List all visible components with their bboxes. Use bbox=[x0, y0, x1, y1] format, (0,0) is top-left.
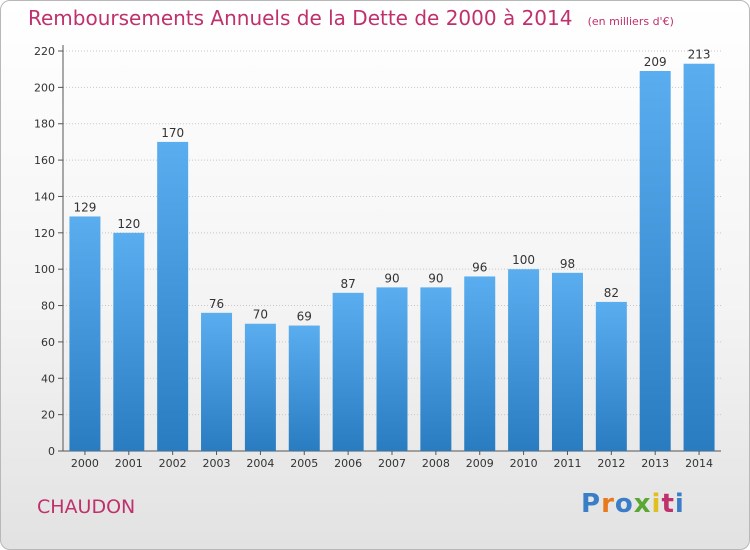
bar bbox=[376, 287, 408, 451]
bar-value-label: 76 bbox=[209, 297, 224, 311]
logo-letter: r bbox=[601, 489, 615, 519]
logo-letter: o bbox=[614, 489, 634, 519]
bar-value-label: 70 bbox=[253, 308, 268, 322]
logo-letter: t bbox=[661, 489, 675, 519]
y-tick-label: 40 bbox=[41, 372, 55, 385]
chart-title-main: Remboursements Annuels de la Dette de 20… bbox=[28, 6, 573, 30]
x-tick-label: 2008 bbox=[422, 457, 450, 470]
y-tick-label: 200 bbox=[34, 81, 55, 94]
chart-title: Remboursements Annuels de la Dette de 20… bbox=[28, 6, 674, 30]
x-tick-label: 2009 bbox=[466, 457, 494, 470]
logo-letter: i bbox=[674, 489, 685, 519]
x-tick-label: 2014 bbox=[685, 457, 713, 470]
bar-value-label: 69 bbox=[297, 310, 312, 324]
place-name: CHAUDON bbox=[37, 496, 136, 518]
bar bbox=[69, 216, 101, 451]
bar bbox=[420, 287, 452, 451]
y-tick-label: 220 bbox=[34, 45, 55, 58]
x-tick-label: 2012 bbox=[597, 457, 625, 470]
chart-unit: (en milliers d'€) bbox=[587, 15, 674, 28]
logo-letter: i bbox=[651, 489, 662, 519]
bars bbox=[69, 63, 715, 452]
bar-value-label: 96 bbox=[472, 260, 487, 274]
bar bbox=[113, 232, 145, 451]
y-tick-label: 80 bbox=[41, 300, 55, 313]
x-tick-label: 2011 bbox=[553, 457, 581, 470]
bar bbox=[332, 292, 364, 451]
bar-value-label: 90 bbox=[428, 271, 443, 285]
y-tick-label: 60 bbox=[41, 336, 55, 349]
bar bbox=[464, 276, 496, 451]
bar-value-label: 120 bbox=[117, 217, 140, 231]
bar-value-label: 100 bbox=[512, 253, 535, 267]
x-tick-label: 2000 bbox=[71, 457, 99, 470]
bar-value-label: 213 bbox=[688, 48, 711, 62]
x-tick-label: 2006 bbox=[334, 457, 362, 470]
bar bbox=[288, 325, 320, 451]
x-tick-label: 2007 bbox=[378, 457, 406, 470]
x-tick-label: 2010 bbox=[510, 457, 538, 470]
bar bbox=[551, 272, 583, 451]
y-tick-label: 0 bbox=[48, 445, 55, 458]
bar bbox=[683, 63, 715, 452]
y-tick-label: 100 bbox=[34, 263, 55, 276]
x-tick-label: 2005 bbox=[290, 457, 318, 470]
y-tick-label: 160 bbox=[34, 154, 55, 167]
x-tick-label: 2002 bbox=[159, 457, 187, 470]
labels: 0 20 40 60 80 100 120 140 160 180 200 220 129 2000 120… bbox=[34, 45, 713, 470]
bar-value-label: 98 bbox=[560, 257, 575, 271]
y-tick-label: 120 bbox=[34, 227, 55, 240]
x-tick-label: 2013 bbox=[641, 457, 669, 470]
logo-letter: x bbox=[633, 489, 652, 519]
bar bbox=[157, 141, 189, 451]
bar bbox=[639, 71, 671, 451]
proxiti-logo: Proxiti bbox=[581, 489, 685, 519]
x-tick-label: 2001 bbox=[115, 457, 143, 470]
x-tick-label: 2003 bbox=[203, 457, 231, 470]
x-tick-label: 2004 bbox=[246, 457, 274, 470]
y-tick-label: 20 bbox=[41, 409, 55, 422]
bar bbox=[595, 301, 627, 451]
bar-value-label: 170 bbox=[161, 126, 184, 140]
bar-value-label: 82 bbox=[604, 286, 619, 300]
bar-value-label: 90 bbox=[384, 271, 399, 285]
bar bbox=[508, 269, 540, 451]
y-tick-label: 140 bbox=[34, 190, 55, 203]
y-tick-label: 180 bbox=[34, 118, 55, 131]
bar bbox=[244, 323, 276, 451]
logo-letter: P bbox=[581, 489, 602, 519]
bar-value-label: 209 bbox=[644, 55, 667, 69]
bar bbox=[201, 312, 233, 451]
bar-value-label: 87 bbox=[340, 277, 355, 291]
bar-value-label: 129 bbox=[73, 200, 96, 214]
